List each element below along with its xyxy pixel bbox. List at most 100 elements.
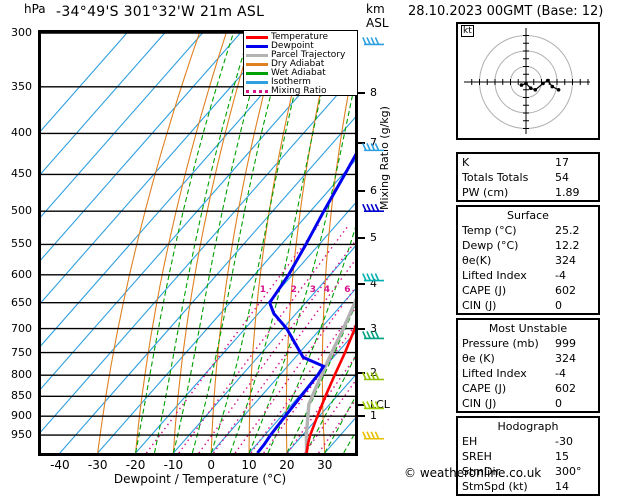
mu-value-lifted-index: -4 [555,367,566,380]
page-title: -34°49'S 301°32'W 21m ASL [56,4,265,20]
index-value-totals: 54 [555,171,569,184]
table-row: θe (K) 324 [458,351,598,366]
index-key-pw: PW (cm) [462,186,509,199]
mu-key-cape: CAPE (J) [462,382,507,395]
pressure-tick-label: 500 [11,204,32,218]
pressure-tick-label: 750 [11,345,32,359]
mixing-ratio-label: 4 [323,285,331,296]
skewt-plot-area[interactable]: 123468101520 [38,30,358,456]
legend-item: Parcel Trajectory [246,51,355,60]
temperature-tick-label: 10 [241,458,257,472]
index-key-totals: Totals Totals [462,171,529,184]
pressure-tick-label: 850 [11,389,32,403]
pressure-tick-label: 900 [11,409,32,423]
pressure-tick-label: 800 [11,368,32,382]
table-row: Lifted Index -4 [458,366,598,381]
hodo-value-sreh: 15 [555,450,569,463]
surface-value-theta-e: 324 [555,254,576,267]
height-tick [358,371,365,374]
legend-label-parcel: Parcel Trajectory [271,50,346,60]
height-unit-label-km: km [366,2,385,16]
legend-item: Dry Adiabat [246,60,355,69]
mu-key-cin: CIN (J) [462,397,497,410]
mu-value-pressure: 999 [555,337,576,350]
legend-swatch-dewpoint [246,45,268,48]
pressure-tick-label: 550 [11,237,32,251]
legend-label-dry-adiabat: Dry Adiabat [271,59,325,69]
temperature-tick-label: -20 [125,458,146,472]
table-row: Totals Totals 54 [458,170,598,185]
table-row: SREH 15 [458,449,598,464]
mixing-ratio-label: 6 [344,285,351,296]
pressure-tick-label: 300 [11,26,32,39]
legend-item: Wet Adiabat [246,69,355,78]
height-tick [358,141,365,144]
legend-label-mixing-ratio: Mixing Ratio [271,86,327,96]
legend-label-isotherm: Isotherm [271,77,311,87]
table-row: K 17 [458,155,598,170]
height-tick-label: 6 [370,183,377,197]
table-row: StmDir 300° [458,464,598,479]
height-unit-label-asl: ASL [366,16,389,30]
most-unstable-title: Most Unstable [488,322,568,335]
indices-table: K 17 Totals Totals 54 PW (cm) 1.89 [456,152,600,202]
parcel-trajectory-curve [304,297,355,453]
pressure-tick-label: 400 [11,126,32,140]
table-row: CAPE (J) 602 [458,283,598,298]
mu-key-lifted-index: Lifted Index [462,367,527,380]
hodograph-stats-title: Hodograph [497,420,559,433]
surface-key-temp: Temp (°C) [462,224,517,237]
hodograph-stats-table: Hodograph EH -30 SREH 15 StmDir 300° Stm… [456,416,600,496]
temperature-tick-label: 0 [207,458,216,472]
surface-key-theta-e: θe(K) [462,254,492,267]
surface-value-cin: 0 [555,299,562,312]
legend-label-wet-adiabat: Wet Adiabat [271,68,326,78]
height-tick-label: 1 [370,408,377,422]
surface-value-lifted-index: -4 [555,269,566,282]
index-value-k: 17 [555,156,569,169]
mixing-ratio-label: 1 [259,285,267,296]
legend: Temperature Dewpoint Parcel Trajectory D… [243,30,358,96]
hodograph[interactable]: kt [456,22,600,140]
hodograph-axes [464,28,590,134]
table-row: CAPE (J) 602 [458,381,598,396]
legend-swatch-wet-adiabat [246,72,268,75]
height-tick-label: 8 [370,85,377,99]
surface-key-cin: CIN (J) [462,299,497,312]
most-unstable-table: Most Unstable Pressure (mb) 999 θe (K) 3… [456,318,600,413]
hodograph-trace [519,78,561,92]
sounding-page: hPa -34°49'S 301°32'W 21m ASL km ASL [11,0,629,496]
wind-barb [362,431,384,440]
hodo-value-eh: -30 [555,435,573,448]
skewt-canvas [41,33,355,453]
mu-key-pressure: Pressure (mb) [462,337,539,350]
table-row: StmSpd (kt) 14 [458,479,598,494]
temperature-curve [305,324,355,453]
height-tick-label: 2 [370,365,377,379]
table-row: θe(K) 324 [458,253,598,268]
hodo-key-stmdir: StmDir [462,465,501,478]
table-row: Pressure (mb) 999 [458,336,598,351]
wind-barb-canvas [362,37,384,440]
temperature-tick-label: 30 [317,458,333,472]
hodo-key-sreh: SREH [462,450,492,463]
table-row: CIN (J) 0 [458,298,598,313]
temperature-tick-label: -30 [87,458,108,472]
table-row: Lifted Index -4 [458,268,598,283]
surface-value-dewp: 12.2 [555,239,580,252]
hodograph-unit-label: kt [461,25,474,37]
info-panel: 28.10.2023 00GMT (Base: 12) kt K 17 Tota… [400,0,629,496]
legend-item: Temperature [246,33,355,42]
surface-value-cape: 602 [555,284,576,297]
legend-item: Mixing Ratio [246,87,355,96]
mixing-ratio-label: 2 [290,285,297,296]
table-row: Dewp (°C) 12.2 [458,238,598,253]
temperature-tick-label: -40 [50,458,70,472]
wind-barb [362,203,384,212]
pressure-tick-label: 600 [11,267,32,281]
legend-swatch-dry-adiabat [246,63,268,66]
isobar-lines [41,33,355,436]
height-tick-label: 3 [370,322,377,336]
hodo-key-stmspd: StmSpd (kt) [462,480,528,493]
hodo-key-eh: EH [462,435,478,448]
